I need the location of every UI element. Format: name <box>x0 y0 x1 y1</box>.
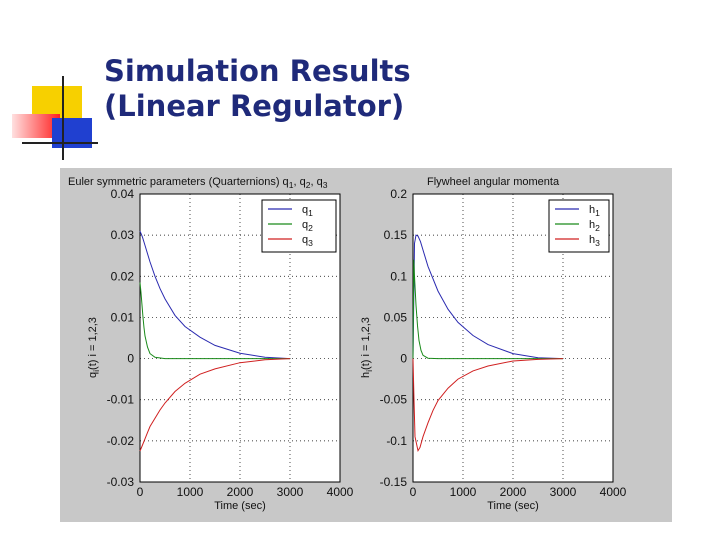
chart2-ylabel-part-1: i <box>364 370 374 372</box>
chart2-title: Flywheel angular momenta <box>427 176 560 188</box>
chart1-ytick-label-3: 0.01 <box>111 310 135 324</box>
chart1-legend-label-q1: q1 <box>302 204 313 218</box>
chart1-ytick-label-1: 0.03 <box>111 228 135 242</box>
chart1-ylabel-part-0: q <box>87 372 99 378</box>
chart2-xtick-label-0: 0 <box>410 485 417 499</box>
chart2-ytick-label-7: -0.15 <box>380 475 408 489</box>
chart2-series-h2-line <box>412 259 563 360</box>
chart1-ylabel-part-2: (t) i = 1,2,3 <box>87 317 99 370</box>
chart2-xtick-label-4: 4000 <box>600 485 627 499</box>
chart1-xtick-label-4: 4000 <box>327 485 354 499</box>
chart1-xtick-label-1: 1000 <box>177 485 204 499</box>
chart1-ytick-label-5: -0.01 <box>107 393 135 407</box>
chart2-ylabel-part-0: h <box>360 372 372 378</box>
chart1-ylabel-part-1: i <box>91 370 101 372</box>
chart2-ytick-label-2: 0.1 <box>390 269 407 283</box>
chart1-series-q2-line <box>139 282 290 360</box>
chart2-ytick-label-3: 0.05 <box>384 310 408 324</box>
simulation-figure: 0 1000 2000 3000 4000 0.04 0.03 0.02 0.01 0 -0.01 -… <box>60 168 672 522</box>
deco-vertical-line <box>62 76 64 160</box>
chart1-legend-label-q2-part-0: q <box>302 219 308 231</box>
chart2-legend-label-h3-part-0: h <box>589 234 595 246</box>
chart2-legend-label-h2-part-1: 2 <box>595 223 600 233</box>
chart1-ytick-label-2: 0.02 <box>111 269 135 283</box>
chart1-legend-label-q1-part-0: q <box>302 204 308 216</box>
chart1-title-part-4: , q <box>310 176 322 188</box>
chart2-legend-label-h2-part-0: h <box>589 219 595 231</box>
chart1-title: Euler symmetric parameters (Quarternions… <box>68 176 328 190</box>
chart1-title-part-0: Euler symmetric parameters (Quarternions… <box>68 176 289 188</box>
chart1-xtick-label-2: 2000 <box>227 485 254 499</box>
slide-title-line2: (Linear Regulator) <box>104 89 405 123</box>
chart2-series-h3-line <box>412 358 564 453</box>
chart2-legend-label-h1-part-0: h <box>589 204 595 216</box>
chart1-legend-label-q3-part-1: 3 <box>308 238 313 248</box>
chart1-ytick-label-7: -0.03 <box>107 475 135 489</box>
chart1-legend-label-q2-part-1: 2 <box>308 223 313 233</box>
chart2-xtick-label-1: 1000 <box>450 485 477 499</box>
chart2-legend-label-h2: h2 <box>589 219 600 233</box>
chart1-ylabel: qi(t) i = 1,2,3 <box>87 317 101 378</box>
chart1-legend-label-q2: q2 <box>302 219 313 233</box>
chart2-ytick-label-4: 0 <box>400 352 407 366</box>
slide-title-line1: Simulation Results <box>104 54 411 88</box>
chart1-xtick-label-0: 0 <box>137 485 144 499</box>
chart1-ytick-label-4: 0 <box>127 352 134 366</box>
chart1-title-part-2: , q <box>293 176 305 188</box>
chart1-legend-label-q1-part-1: 1 <box>308 208 313 218</box>
chart2-legend-label-h3: h3 <box>589 234 600 248</box>
chart1-ytick-label-0: 0.04 <box>111 187 135 201</box>
figure-svg: 0 1000 2000 3000 4000 0.04 0.03 0.02 0.01 0 -0.01 -… <box>68 176 627 512</box>
chart2-xtick-label-2: 2000 <box>500 485 527 499</box>
chart1-series-q3-line <box>139 358 291 452</box>
chart1-xlabel: Time (sec) <box>214 500 266 512</box>
chart2-ytick-label-0: 0.2 <box>390 187 407 201</box>
chart1-legend-box <box>261 199 337 253</box>
chart1-series-q1-line <box>139 230 291 360</box>
chart2-xtick-label-3: 3000 <box>550 485 577 499</box>
chart1-title-part-1: 1 <box>289 180 294 190</box>
chart2-series-h1-line <box>412 234 564 360</box>
slide-title: Simulation Results (Linear Regulator) <box>104 54 411 124</box>
chart2-legend-box <box>548 199 610 253</box>
chart1-title-part-5: 3 <box>323 180 328 190</box>
chart2-ylabel: hi(t) i = 1,2,3 <box>360 317 374 378</box>
chart2-legend-label-h3-part-1: 3 <box>595 238 600 248</box>
chart2-ytick-label-6: -0.1 <box>386 434 407 448</box>
chart1-legend-label-q3-part-0: q <box>302 234 308 246</box>
chart1-title-part-3: 2 <box>306 180 311 190</box>
chart2-legend-label-h1: h1 <box>589 204 600 218</box>
chart2-ytick-label-5: -0.05 <box>380 393 408 407</box>
chart2-legend-label-h1-part-1: 1 <box>595 208 600 218</box>
chart1-legend-label-q3: q3 <box>302 234 313 248</box>
chart1-xtick-label-3: 3000 <box>277 485 304 499</box>
chart1-ytick-label-6: -0.02 <box>107 434 135 448</box>
chart2-ylabel-part-2: (t) i = 1,2,3 <box>360 317 372 370</box>
deco-horizontal-line <box>22 142 98 144</box>
chart2-xlabel: Time (sec) <box>487 500 539 512</box>
chart2-ytick-label-1: 0.15 <box>384 228 408 242</box>
